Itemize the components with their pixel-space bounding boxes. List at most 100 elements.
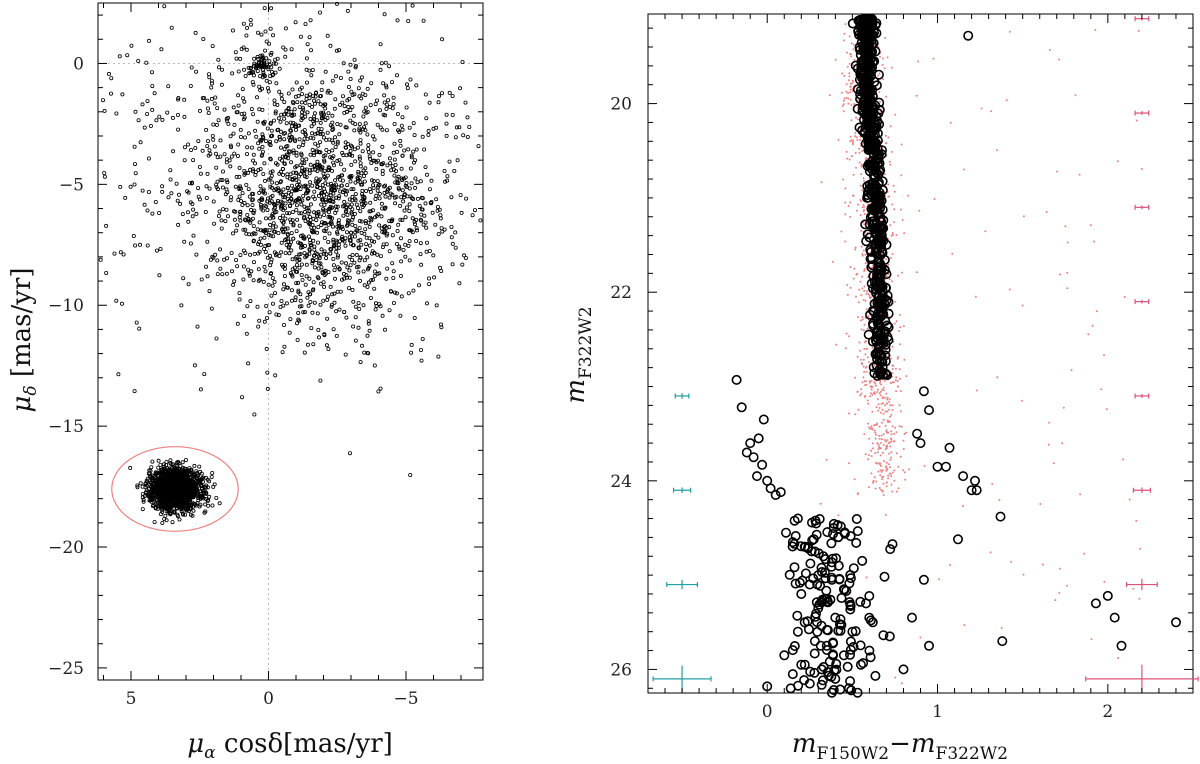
- pm-point: [248, 22, 253, 27]
- pm-point: [296, 240, 301, 245]
- pm-point: [384, 106, 389, 111]
- cmd-field-star: [872, 392, 875, 395]
- pm-point: [150, 503, 155, 508]
- pm-point: [246, 131, 251, 136]
- pm-point: [326, 214, 331, 219]
- cmd-field-star: [1047, 443, 1050, 446]
- pm-point: [416, 283, 421, 288]
- pm-point: [149, 70, 154, 75]
- cmd-field-star: [849, 140, 852, 143]
- pm-point: [460, 262, 465, 267]
- pm-point: [135, 485, 140, 490]
- cmd-field-star: [848, 412, 850, 415]
- pm-point: [273, 109, 278, 114]
- pm-point: [265, 243, 270, 248]
- cmd-field-star: [875, 480, 878, 483]
- pm-point: [369, 216, 374, 221]
- cmd-field-star: [868, 437, 871, 440]
- cmd-field-star: [859, 349, 861, 352]
- pm-point: [337, 194, 342, 199]
- pm-point: [289, 124, 294, 129]
- pm-point: [360, 192, 365, 197]
- pm-point: [201, 96, 206, 101]
- cmd-field-star: [1137, 29, 1140, 32]
- cmd-field-star: [847, 97, 850, 100]
- pm-point: [151, 503, 156, 508]
- pm-point: [289, 288, 294, 293]
- pm-point: [397, 244, 402, 249]
- pm-point: [328, 197, 333, 202]
- pm-point: [299, 118, 304, 123]
- pm-point: [336, 221, 341, 226]
- pm-point: [279, 298, 284, 303]
- cmd-field-star: [963, 624, 966, 626]
- pm-point: [276, 230, 281, 235]
- pm-point: [313, 132, 318, 137]
- pm-point: [228, 164, 233, 169]
- pm-point: [431, 253, 436, 258]
- cmd-field-star: [896, 490, 899, 493]
- cmd-field-star: [844, 187, 847, 190]
- pm-point: [375, 122, 380, 127]
- pm-point: [392, 195, 397, 200]
- pm-point: [356, 86, 361, 91]
- cmd-field-star: [861, 316, 864, 318]
- pm-point: [357, 306, 362, 311]
- pm-point: [310, 310, 315, 315]
- pm-point: [316, 126, 321, 131]
- pm-point: [225, 214, 230, 219]
- cmd-field-star: [846, 293, 849, 296]
- pm-point: [370, 277, 375, 282]
- pm-point: [268, 52, 273, 57]
- pm-point: [349, 173, 354, 178]
- pm-point: [224, 271, 229, 276]
- cmd-field-star: [866, 356, 869, 359]
- pm-point: [345, 202, 350, 207]
- cmd-field-star: [923, 464, 926, 467]
- pm-point: [200, 148, 205, 153]
- cmd-field-star: [1058, 591, 1061, 594]
- pm-point: [176, 192, 181, 197]
- pm-point: [270, 301, 275, 306]
- pm-point: [263, 139, 268, 144]
- cmd-field-star: [867, 402, 870, 405]
- cmd-field-star: [850, 139, 853, 141]
- pm-point: [150, 84, 155, 89]
- pm-point: [293, 298, 298, 303]
- pm-point: [250, 169, 255, 174]
- pm-point: [316, 193, 321, 198]
- cmd-field-star: [860, 245, 863, 248]
- pm-point: [265, 207, 270, 212]
- pm-point: [267, 310, 272, 315]
- pm-point: [304, 254, 309, 259]
- cmd-field-star: [975, 389, 978, 392]
- pm-point: [306, 290, 311, 295]
- pm-point: [242, 135, 247, 140]
- pm-point: [249, 269, 254, 274]
- cmd-field-star: [853, 267, 856, 270]
- pm-point: [244, 47, 249, 52]
- cmd-field-star: [893, 381, 895, 384]
- pm-point: [271, 221, 276, 226]
- pm-point: [363, 166, 368, 171]
- pm-point: [365, 110, 370, 115]
- pm-point: [380, 168, 385, 173]
- cmd-field-star: [877, 470, 880, 473]
- pm-point: [378, 42, 383, 47]
- pm-point: [353, 315, 358, 320]
- pm-point: [176, 461, 181, 466]
- cmd-field-star: [860, 229, 863, 232]
- pm-point: [300, 245, 305, 250]
- pm-point: [211, 199, 216, 204]
- pm-point: [363, 105, 368, 110]
- cmd-field-star: [951, 252, 954, 255]
- cmd-field-star: [1090, 638, 1093, 641]
- pm-point: [355, 145, 360, 150]
- pm-point: [191, 207, 196, 212]
- pm-point: [214, 495, 219, 500]
- pm-point: [249, 145, 254, 150]
- cmd-field-star: [878, 437, 881, 440]
- pm-point: [246, 361, 251, 366]
- cmd-field-star: [890, 475, 893, 478]
- pm-point: [304, 93, 309, 98]
